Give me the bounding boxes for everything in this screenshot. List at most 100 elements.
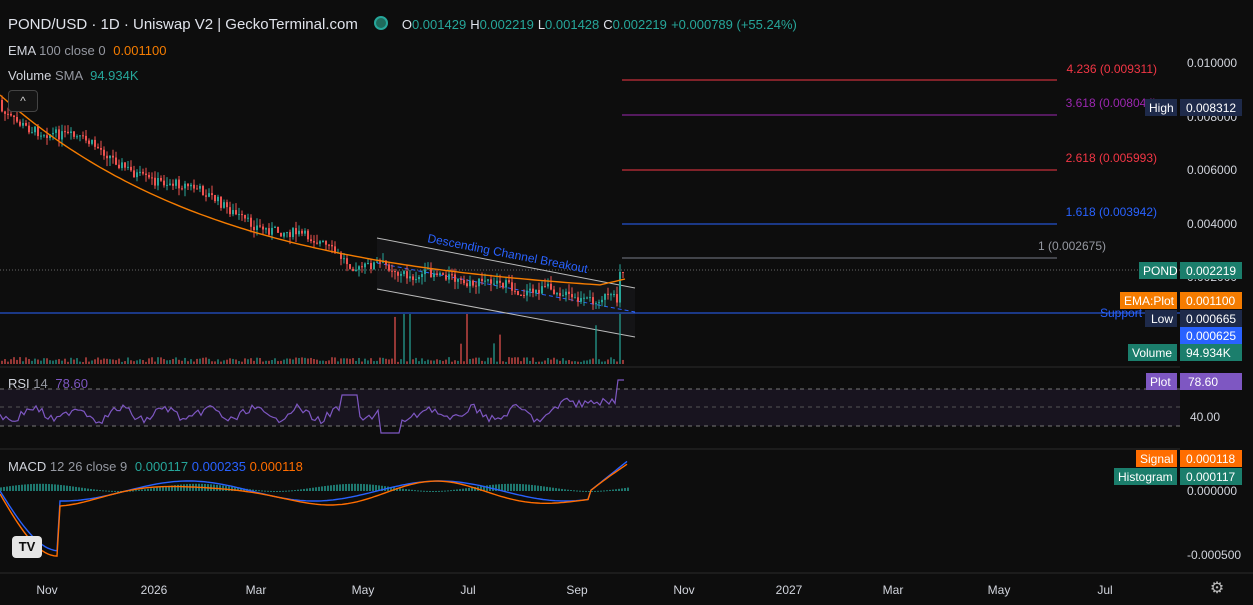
candle-body[interactable] <box>22 122 24 126</box>
candle-body[interactable] <box>181 188 183 190</box>
candle-body[interactable] <box>208 193 210 197</box>
candle-body[interactable] <box>298 230 300 235</box>
candle-body[interactable] <box>415 279 417 281</box>
candle-body[interactable] <box>340 252 342 259</box>
candle-body[interactable] <box>439 273 441 275</box>
candle-body[interactable] <box>247 217 249 219</box>
candle-body[interactable] <box>355 269 357 271</box>
candle-body[interactable] <box>112 155 114 158</box>
candle-body[interactable] <box>79 135 81 137</box>
candle-body[interactable] <box>475 285 477 287</box>
candle-body[interactable] <box>400 273 402 276</box>
candle-body[interactable] <box>184 183 186 189</box>
candle-body[interactable] <box>82 135 84 137</box>
candle-body[interactable] <box>106 155 108 159</box>
candle-body[interactable] <box>403 271 405 274</box>
candle-body[interactable] <box>124 162 126 168</box>
candle-body[interactable] <box>145 173 147 175</box>
candle-body[interactable] <box>622 272 624 273</box>
candle-body[interactable] <box>604 293 606 300</box>
candle-body[interactable] <box>109 155 111 159</box>
candle-body[interactable] <box>544 286 546 288</box>
candle-body[interactable] <box>334 246 336 253</box>
candle-body[interactable] <box>586 297 588 299</box>
candle-body[interactable] <box>163 180 165 186</box>
candle-body[interactable] <box>589 297 591 299</box>
candle-body[interactable] <box>502 282 504 288</box>
candle-body[interactable] <box>322 241 324 243</box>
candle-body[interactable] <box>223 202 225 208</box>
candle-body[interactable] <box>505 280 507 288</box>
candle-body[interactable] <box>556 293 558 295</box>
candle-body[interactable] <box>394 271 396 273</box>
candle-body[interactable] <box>445 274 447 280</box>
candle-body[interactable] <box>517 291 519 295</box>
candle-body[interactable] <box>478 278 480 287</box>
candle-body[interactable] <box>454 274 456 282</box>
candle-body[interactable] <box>85 135 87 141</box>
candle-body[interactable] <box>601 299 603 303</box>
candle-body[interactable] <box>532 288 534 293</box>
candle-body[interactable] <box>157 177 159 186</box>
candle-body[interactable] <box>364 263 366 268</box>
price-candles[interactable] <box>1 95 624 310</box>
candle-body[interactable] <box>580 298 582 302</box>
candle-body[interactable] <box>487 279 489 281</box>
candle-body[interactable] <box>283 232 285 237</box>
candle-body[interactable] <box>511 282 513 291</box>
candle-body[interactable] <box>577 297 579 302</box>
candle-body[interactable] <box>100 148 102 150</box>
macd-legend[interactable]: MACD 12 26 close 9 0.000117 0.000235 0.0… <box>8 459 303 474</box>
candle-body[interactable] <box>295 228 297 235</box>
candle-body[interactable] <box>115 157 117 165</box>
fib-levels[interactable]: 4.236 (0.009311) 3.618 (0.008044) 2.618 … <box>622 62 1157 259</box>
candle-body[interactable] <box>139 171 141 173</box>
candle-body[interactable] <box>538 289 540 294</box>
candle-body[interactable] <box>508 280 510 283</box>
candle-body[interactable] <box>121 162 123 169</box>
candle-body[interactable] <box>499 280 501 283</box>
candle-body[interactable] <box>559 293 561 296</box>
candle-body[interactable] <box>523 294 525 296</box>
candle-body[interactable] <box>571 294 573 298</box>
candle-body[interactable] <box>61 131 63 140</box>
candle-body[interactable] <box>379 261 381 263</box>
candle-body[interactable] <box>238 214 240 216</box>
candle-body[interactable] <box>34 126 36 133</box>
candle-body[interactable] <box>301 230 303 234</box>
candle-body[interactable] <box>397 272 399 276</box>
candle-body[interactable] <box>595 303 597 305</box>
candle-body[interactable] <box>127 166 129 168</box>
candle-body[interactable] <box>292 228 294 237</box>
candle-body[interactable] <box>376 261 378 263</box>
candle-body[interactable] <box>409 276 411 279</box>
candle-body[interactable] <box>331 245 333 247</box>
candle-body[interactable] <box>277 226 279 233</box>
candle-body[interactable] <box>268 228 270 235</box>
candle-body[interactable] <box>352 268 354 271</box>
candle-body[interactable] <box>49 134 51 138</box>
candle-body[interactable] <box>325 241 327 245</box>
candle-body[interactable] <box>202 186 204 196</box>
candle-body[interactable] <box>190 184 192 187</box>
candle-body[interactable] <box>160 177 162 181</box>
candle-body[interactable] <box>457 278 459 282</box>
candle-body[interactable] <box>535 289 537 293</box>
candle-body[interactable] <box>136 172 138 178</box>
candle-body[interactable] <box>463 279 465 284</box>
ema-legend[interactable]: EMA 100 close 0 0.001100 <box>8 43 166 58</box>
candle-body[interactable] <box>91 139 93 144</box>
candle-body[interactable] <box>28 125 30 133</box>
candle-body[interactable] <box>430 268 432 278</box>
candle-body[interactable] <box>388 264 390 271</box>
candle-body[interactable] <box>241 214 243 216</box>
candle-body[interactable] <box>466 283 468 287</box>
candle-body[interactable] <box>172 183 174 186</box>
candle-body[interactable] <box>610 294 612 296</box>
candle-body[interactable] <box>232 210 234 215</box>
candle-body[interactable] <box>142 171 144 174</box>
collapse-legend-button[interactable]: ^ <box>8 90 38 112</box>
tradingview-logo-icon[interactable]: TV <box>12 536 42 558</box>
gear-icon[interactable]: ⚙ <box>1209 580 1225 597</box>
candle-body[interactable] <box>70 131 72 134</box>
